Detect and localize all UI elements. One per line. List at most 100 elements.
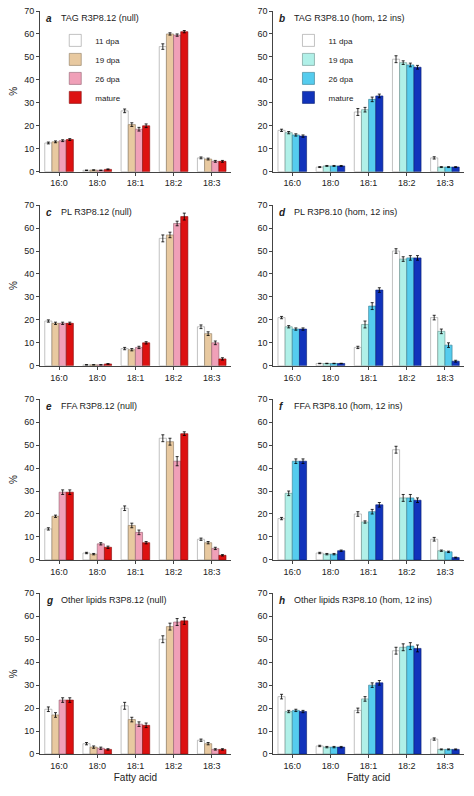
svg-text:70: 70 [24,588,34,598]
svg-text:b: b [279,13,285,24]
svg-text:40: 40 [257,75,267,85]
svg-text:h: h [279,595,285,606]
svg-text:0: 0 [262,361,267,371]
svg-text:50: 50 [24,246,34,256]
svg-text:16:0: 16:0 [50,567,68,577]
svg-text:0: 0 [29,167,34,177]
svg-text:c: c [46,207,52,218]
svg-text:30: 30 [24,292,34,302]
svg-text:30: 30 [257,98,267,108]
svg-text:30: 30 [24,486,34,496]
svg-text:20: 20 [257,703,267,713]
svg-text:18:3: 18:3 [436,178,454,188]
svg-text:e: e [46,401,52,412]
svg-text:0: 0 [262,749,267,759]
svg-text:26 dpa: 26 dpa [328,75,353,84]
svg-text:70: 70 [24,200,34,210]
svg-text:30: 30 [24,98,34,108]
svg-text:20: 20 [24,703,34,713]
svg-text:40: 40 [24,657,34,667]
svg-text:16:0: 16:0 [50,373,68,383]
svg-text:18:2: 18:2 [165,567,183,577]
svg-text:mature: mature [328,94,353,103]
svg-text:26 dpa: 26 dpa [95,75,120,84]
svg-text:18:3: 18:3 [436,761,454,771]
svg-text:18:0: 18:0 [88,178,106,188]
svg-text:0: 0 [29,555,34,565]
svg-text:20: 20 [257,315,267,325]
svg-text:0: 0 [29,361,34,371]
svg-text:20: 20 [24,315,34,325]
svg-text:20: 20 [257,121,267,131]
svg-text:FFA R3P8.10 (hom, 12 ins): FFA R3P8.10 (hom, 12 ins) [294,401,403,411]
svg-text:TAG R3P8.10 (hom, 12 ins): TAG R3P8.10 (hom, 12 ins) [294,13,404,23]
svg-text:18:0: 18:0 [88,761,106,771]
svg-text:60: 60 [257,223,267,233]
svg-text:18:2: 18:2 [165,178,183,188]
svg-text:%: % [8,475,19,484]
svg-text:30: 30 [257,292,267,302]
svg-text:40: 40 [24,75,34,85]
svg-text:16:0: 16:0 [284,761,302,771]
svg-text:10: 10 [257,532,267,542]
svg-text:70: 70 [257,588,267,598]
svg-text:a: a [46,13,52,24]
svg-text:30: 30 [24,680,34,690]
svg-text:TAG R3P8.12 (null): TAG R3P8.12 (null) [61,13,139,23]
svg-text:16:0: 16:0 [284,178,302,188]
svg-text:50: 50 [24,440,34,450]
svg-text:18:3: 18:3 [203,178,221,188]
svg-text:18:1: 18:1 [127,373,145,383]
svg-text:18:3: 18:3 [203,761,221,771]
svg-text:10: 10 [24,532,34,542]
svg-text:70: 70 [24,394,34,404]
svg-text:50: 50 [24,52,34,62]
svg-text:70: 70 [257,394,267,404]
svg-text:16:0: 16:0 [50,761,68,771]
svg-text:18:2: 18:2 [398,373,416,383]
svg-text:0: 0 [29,749,34,759]
svg-text:50: 50 [257,440,267,450]
svg-text:f: f [279,401,284,412]
svg-text:Fatty acid: Fatty acid [347,772,390,783]
svg-text:PL R3P8.10 (hom, 12 ins): PL R3P8.10 (hom, 12 ins) [294,207,397,217]
svg-text:18:2: 18:2 [398,761,416,771]
svg-text:18:1: 18:1 [360,567,378,577]
svg-text:70: 70 [257,200,267,210]
svg-text:10: 10 [257,338,267,348]
svg-text:70: 70 [24,6,34,16]
svg-text:FFA R3P8.12 (null): FFA R3P8.12 (null) [61,401,137,411]
svg-text:g: g [46,595,53,606]
svg-text:18:0: 18:0 [322,761,340,771]
svg-text:0: 0 [262,167,267,177]
svg-text:18:0: 18:0 [322,567,340,577]
svg-text:18:0: 18:0 [322,373,340,383]
svg-text:18:0: 18:0 [322,178,340,188]
svg-text:%: % [8,87,19,96]
svg-text:mature: mature [95,94,120,103]
svg-text:18:2: 18:2 [398,567,416,577]
svg-text:50: 50 [257,52,267,62]
svg-text:40: 40 [24,269,34,279]
svg-text:60: 60 [24,223,34,233]
svg-text:18:0: 18:0 [88,567,106,577]
svg-text:d: d [279,207,286,218]
svg-text:0: 0 [262,555,267,565]
svg-text:PL R3P8.12 (null): PL R3P8.12 (null) [61,207,132,217]
svg-text:18:3: 18:3 [436,373,454,383]
svg-text:18:1: 18:1 [360,178,378,188]
svg-text:40: 40 [257,657,267,667]
svg-text:10: 10 [257,726,267,736]
svg-text:18:1: 18:1 [127,178,145,188]
svg-text:16:0: 16:0 [284,567,302,577]
svg-text:19 dpa: 19 dpa [95,56,120,65]
svg-text:20: 20 [24,121,34,131]
svg-text:19 dpa: 19 dpa [328,56,353,65]
svg-text:16:0: 16:0 [50,178,68,188]
svg-text:70: 70 [257,6,267,16]
svg-text:60: 60 [257,611,267,621]
svg-text:40: 40 [257,269,267,279]
svg-text:10: 10 [24,726,34,736]
svg-text:18:1: 18:1 [360,373,378,383]
svg-text:18:3: 18:3 [203,373,221,383]
